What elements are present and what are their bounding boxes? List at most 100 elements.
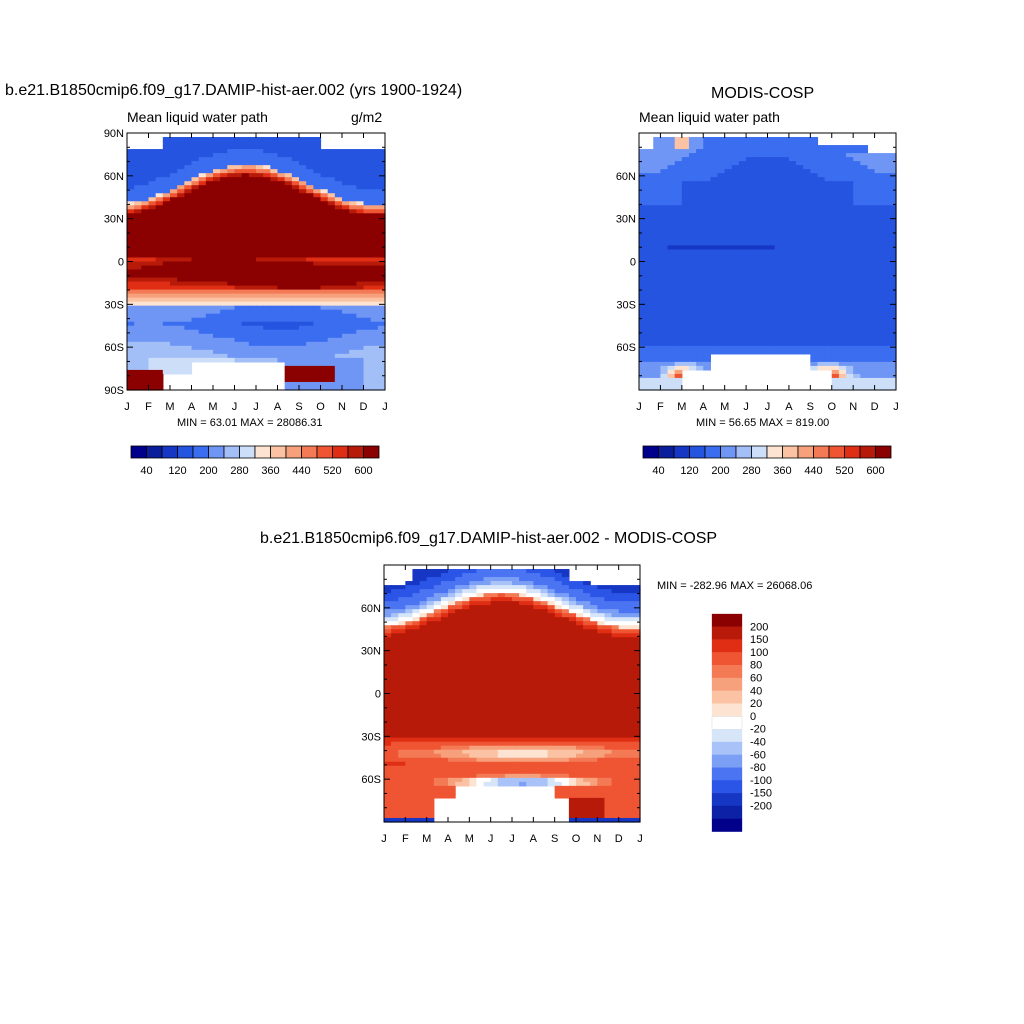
heatmap-cell xyxy=(198,213,207,218)
heatmap-cell xyxy=(561,613,570,618)
heatmap-cell xyxy=(256,337,264,343)
heatmap-cell xyxy=(853,221,861,226)
heatmap-cell xyxy=(796,261,804,267)
heatmap-cell xyxy=(284,317,293,323)
heatmap-cell xyxy=(234,161,243,166)
heatmap-cell xyxy=(148,149,157,154)
heatmap-cell xyxy=(519,593,527,598)
heatmap-cell xyxy=(696,233,704,239)
heatmap-cell xyxy=(703,141,711,146)
heatmap-cell xyxy=(320,213,329,218)
heatmap-cell xyxy=(184,241,193,247)
heatmap-cell xyxy=(817,353,826,359)
heatmap-cell xyxy=(881,277,890,283)
heatmap-cell xyxy=(767,249,776,255)
heatmap-cell xyxy=(846,265,854,271)
heatmap-cell xyxy=(803,137,811,142)
heatmap-cell xyxy=(788,145,797,150)
heatmap-cell xyxy=(227,173,236,178)
heatmap-cell xyxy=(469,569,478,574)
heatmap-cell xyxy=(646,309,654,315)
heatmap-cell xyxy=(760,185,769,190)
heatmap-cell xyxy=(512,629,520,634)
heatmap-cell xyxy=(284,189,293,194)
heatmap-cell xyxy=(284,145,293,150)
heatmap-cell xyxy=(170,137,178,142)
heatmap-cell xyxy=(674,161,683,166)
heatmap-cell xyxy=(568,637,577,642)
heatmap-cell xyxy=(391,641,399,646)
heatmap-cell xyxy=(888,213,897,218)
heatmap-cell xyxy=(377,333,386,339)
heatmap-cell xyxy=(639,153,647,158)
heatmap-cell xyxy=(688,265,697,271)
heatmap-cell xyxy=(490,633,499,638)
heatmap-cell xyxy=(781,349,790,355)
heatmap-cell xyxy=(277,157,286,162)
heatmap-cell xyxy=(760,257,769,263)
heatmap-cell xyxy=(767,193,776,198)
heatmap-cell xyxy=(653,261,662,267)
heatmap-cell xyxy=(674,185,683,190)
heatmap-cell xyxy=(660,309,669,315)
heatmap-cell xyxy=(170,217,178,222)
heatmap-cell xyxy=(810,181,819,186)
heatmap-cell xyxy=(184,293,193,299)
heatmap-cell xyxy=(370,349,379,355)
heatmap-cell xyxy=(334,185,343,190)
heatmap-cell xyxy=(667,253,676,259)
heatmap-cell xyxy=(227,285,236,291)
heatmap-cell xyxy=(853,241,861,247)
heatmap-cell xyxy=(299,365,307,371)
heatmap-cell xyxy=(724,197,733,202)
heatmap-cell xyxy=(148,253,157,259)
heatmap-cell xyxy=(342,181,350,186)
heatmap-cell xyxy=(162,289,171,295)
heatmap-cell xyxy=(639,337,647,343)
heatmap-cell xyxy=(141,209,150,214)
heatmap-cell xyxy=(824,177,833,182)
heatmap-cell xyxy=(576,637,584,642)
heatmap-cell xyxy=(796,253,804,259)
heatmap-cell xyxy=(561,605,570,610)
heatmap-cell xyxy=(774,161,783,166)
heatmap-cell xyxy=(519,633,527,638)
heatmap-cell xyxy=(170,289,178,295)
heatmap-cell xyxy=(604,629,613,634)
heatmap-cell xyxy=(419,597,428,602)
heatmap-cell xyxy=(313,309,322,315)
heatmap-cell xyxy=(681,145,690,150)
heatmap-cell xyxy=(738,205,747,210)
heatmap-cell xyxy=(874,261,883,267)
heatmap-cell xyxy=(796,221,804,226)
heatmap-cell xyxy=(377,217,386,222)
heatmap-cell xyxy=(646,261,654,267)
heatmap-cell xyxy=(681,189,690,194)
heatmap-cell xyxy=(248,233,257,239)
heatmap-cell xyxy=(817,149,826,154)
heatmap-cell xyxy=(767,237,776,243)
heatmap-cell xyxy=(356,313,365,319)
heatmap-cell xyxy=(220,193,228,198)
heatmap-cell xyxy=(349,225,357,230)
heatmap-cell xyxy=(291,385,300,391)
heatmap-cell xyxy=(846,361,854,367)
heatmap-cell xyxy=(241,317,250,323)
heatmap-cell xyxy=(356,277,365,283)
heatmap-cell xyxy=(256,353,264,359)
heatmap-cell xyxy=(134,305,142,311)
heatmap-cell xyxy=(277,309,286,315)
heatmap-cell xyxy=(860,217,869,222)
heatmap-cell xyxy=(731,285,740,291)
heatmap-cell xyxy=(738,305,747,311)
heatmap-cell xyxy=(688,161,697,166)
heatmap-cell xyxy=(334,249,343,255)
heatmap-cell xyxy=(213,253,221,259)
heatmap-cell xyxy=(738,337,747,343)
heatmap-cell xyxy=(177,365,185,371)
heatmap-cell xyxy=(717,169,726,174)
heatmap-cell xyxy=(256,285,264,291)
heatmap-cell xyxy=(576,597,584,602)
heatmap-cell xyxy=(342,153,350,158)
heatmap-cell xyxy=(299,293,307,299)
